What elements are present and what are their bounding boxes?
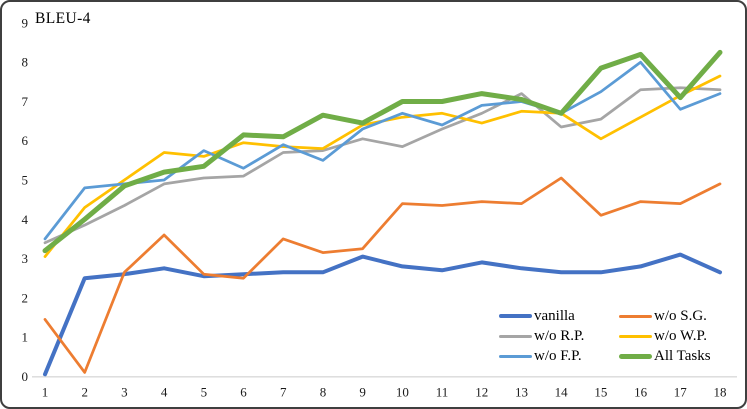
- legend-swatch-w-o-r-p: [499, 334, 532, 338]
- x-axis-tick-label: 1: [42, 385, 49, 400]
- legend-label: w/o W.P.: [654, 328, 707, 344]
- x-axis-tick-label: 6: [240, 385, 247, 400]
- legend-label: vanilla: [534, 308, 575, 324]
- series-line-w-o-f-p: [43, 60, 722, 241]
- series-line-all-tasks: [42, 49, 723, 254]
- legend-item-w-o-f-p: w/o F.P.: [499, 346, 615, 366]
- legend-swatch-all-tasks: [619, 353, 652, 359]
- legend-item-w-o-w-p: w/o W.P.: [619, 326, 711, 346]
- x-axis-tick-label: 11: [436, 385, 449, 400]
- legend: vanilla w/o S.G. w/o R.P. w/o W.P. w/o F.P. A…: [499, 306, 711, 366]
- y-axis-tick-label: 8: [22, 55, 29, 70]
- y-axis-tick-label: 0: [22, 369, 29, 384]
- x-axis-tick-label: 9: [359, 385, 366, 400]
- chart-title: BLEU-4: [35, 10, 91, 27]
- legend-swatch-w-o-w-p: [619, 334, 652, 338]
- x-axis-tick-label: 7: [280, 385, 287, 400]
- x-axis-tick-label: 10: [396, 385, 409, 400]
- legend-swatch-vanilla: [499, 314, 532, 318]
- x-axis-tick-label: 3: [121, 385, 128, 400]
- x-axis-tick-label: 15: [594, 385, 607, 400]
- legend-swatch-w-o-f-p: [499, 354, 532, 358]
- series-line-w-o-s-g: [43, 176, 722, 374]
- x-axis-tick-label: 17: [674, 385, 688, 400]
- x-axis-tick-label: 14: [555, 385, 569, 400]
- y-axis-tick-label: 6: [22, 133, 29, 148]
- y-axis-tick-label: 5: [22, 173, 29, 188]
- series-line-w-o-w-p: [43, 74, 722, 258]
- series-line-vanilla: [43, 252, 722, 377]
- y-axis-tick-label: 4: [22, 212, 29, 227]
- x-axis-tick-label: 8: [320, 385, 327, 400]
- x-axis-tick-label: 2: [81, 385, 88, 400]
- series-line-w-o-r-p: [43, 86, 722, 245]
- legend-label: w/o F.P.: [534, 348, 582, 364]
- x-axis-tick-label: 4: [161, 385, 168, 400]
- y-axis-tick-label: 3: [22, 251, 29, 266]
- y-axis-tick-label: 1: [22, 330, 29, 345]
- legend-label: w/o R.P.: [534, 328, 585, 344]
- y-axis-tick-label: 2: [22, 290, 29, 305]
- x-axis-tick-label: 16: [634, 385, 648, 400]
- legend-label: w/o S.G.: [654, 308, 707, 324]
- x-axis-tick-label: 18: [714, 385, 727, 400]
- y-axis-tick-label: 9: [22, 15, 29, 30]
- legend-label: All Tasks: [654, 348, 711, 364]
- legend-item-w-o-s-g: w/o S.G.: [619, 306, 711, 326]
- legend-item-vanilla: vanilla: [499, 306, 615, 326]
- x-axis-tick-label: 12: [475, 385, 488, 400]
- legend-item-w-o-r-p: w/o R.P.: [499, 326, 615, 346]
- legend-swatch-w-o-s-g: [619, 314, 652, 318]
- x-axis-tick-label: 5: [201, 385, 208, 400]
- x-axis-tick-label: 13: [515, 385, 528, 400]
- y-axis-tick-label: 7: [22, 94, 29, 109]
- legend-item-all-tasks: All Tasks: [619, 346, 711, 366]
